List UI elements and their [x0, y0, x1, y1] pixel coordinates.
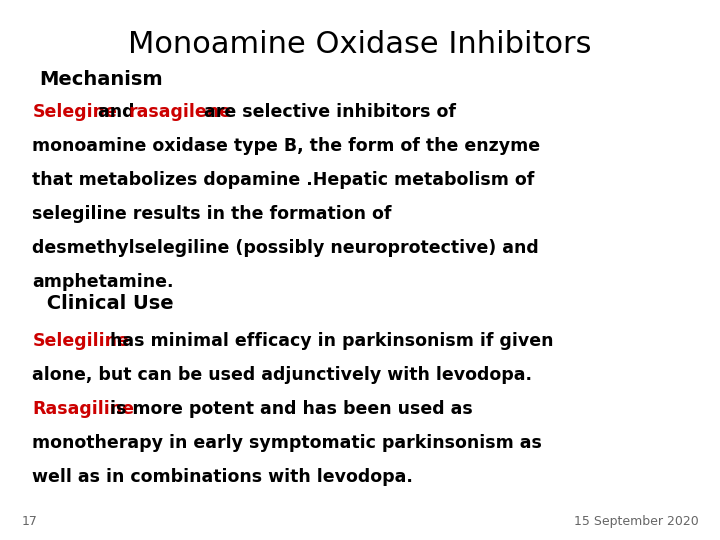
Text: Selegine: Selegine	[32, 103, 117, 120]
Text: monoamine oxidase type B, the form of the enzyme: monoamine oxidase type B, the form of th…	[32, 137, 541, 154]
Text: selegiline results in the formation of: selegiline results in the formation of	[32, 205, 392, 222]
Text: Clinical Use: Clinical Use	[40, 294, 174, 313]
Text: desmethylselegiline (possibly neuroprotective) and: desmethylselegiline (possibly neuroprote…	[32, 239, 539, 256]
Text: Monoamine Oxidase Inhibitors: Monoamine Oxidase Inhibitors	[128, 30, 592, 59]
Text: monotherapy in early symptomatic parkinsonism as: monotherapy in early symptomatic parkins…	[32, 434, 542, 452]
Text: 15 September 2020: 15 September 2020	[574, 515, 698, 528]
Text: amphetamine.: amphetamine.	[32, 273, 174, 291]
Text: Mechanism: Mechanism	[40, 70, 163, 89]
Text: that metabolizes dopamine .Hepatic metabolism of: that metabolizes dopamine .Hepatic metab…	[32, 171, 535, 188]
Text: is more potent and has been used as: is more potent and has been used as	[104, 400, 473, 418]
Text: well as in combinations with levodopa.: well as in combinations with levodopa.	[32, 468, 413, 486]
Text: Rasagiline: Rasagiline	[32, 400, 135, 418]
Text: are selective inhibitors of: are selective inhibitors of	[198, 103, 456, 120]
Text: rasagilene: rasagilene	[128, 103, 231, 120]
Text: has minimal efficacy in parkinsonism if given: has minimal efficacy in parkinsonism if …	[104, 332, 554, 350]
Text: 17: 17	[22, 515, 37, 528]
Text: alone, but can be used adjunctively with levodopa.: alone, but can be used adjunctively with…	[32, 366, 532, 384]
Text: and: and	[92, 103, 140, 120]
Text: Selegiline: Selegiline	[32, 332, 130, 350]
